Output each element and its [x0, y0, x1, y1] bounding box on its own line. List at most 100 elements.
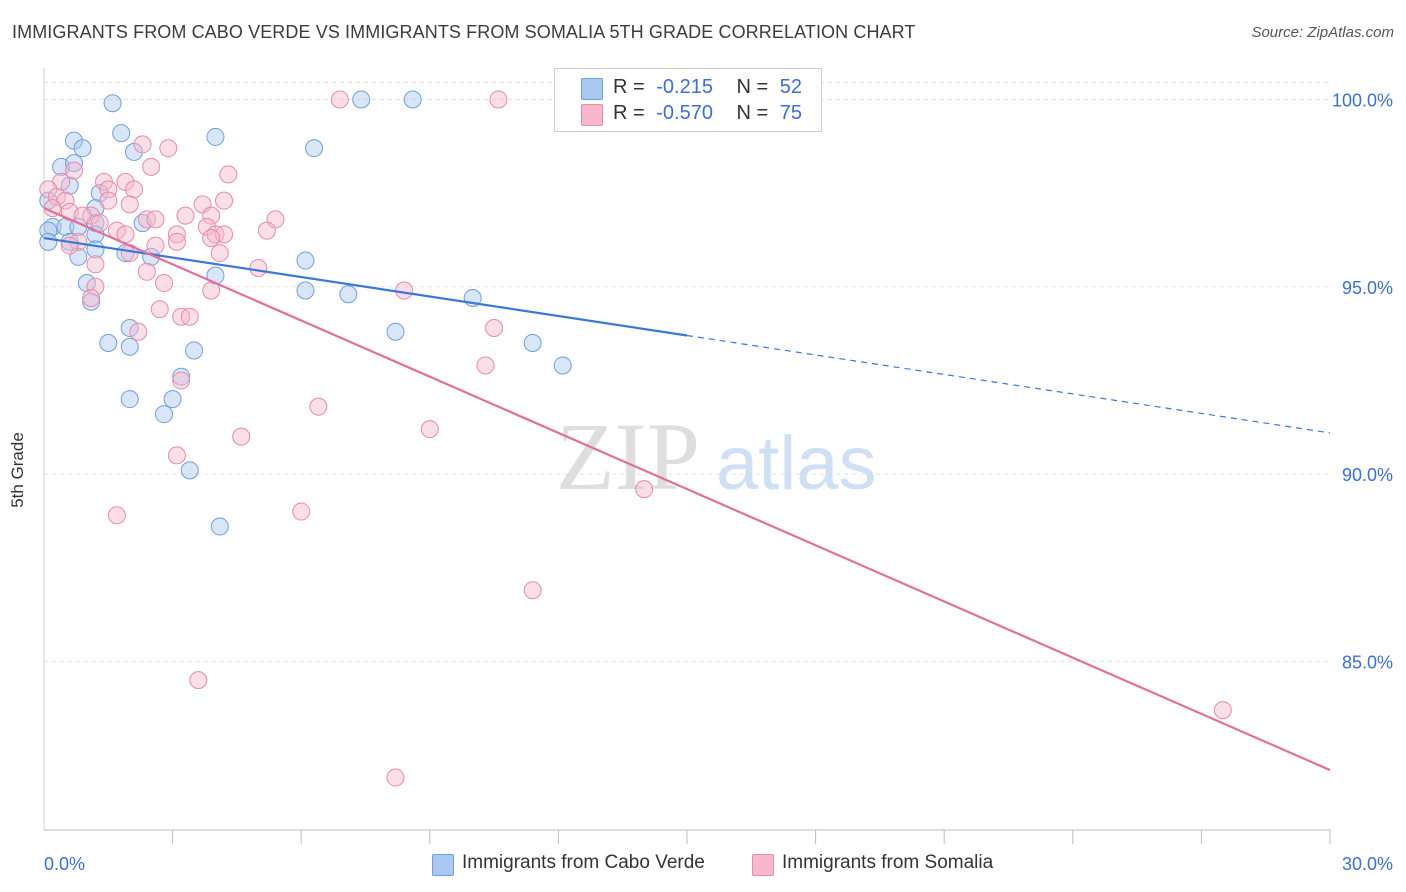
cabo-verde-point: [210, 517, 229, 536]
somalia-point: [202, 229, 221, 248]
somalia-point: [386, 768, 405, 787]
somalia-point: [180, 307, 199, 326]
somalia-point: [489, 90, 508, 109]
y-tick-label: 85.0%: [1342, 652, 1393, 672]
somalia-point: [120, 195, 139, 214]
somalia-point: [167, 232, 186, 251]
cabo-verde-point: [65, 154, 84, 173]
somalia-point: [129, 322, 148, 341]
somalia-point: [189, 671, 208, 690]
somalia-point: [476, 356, 495, 375]
y-tick-label: 100.0%: [1332, 90, 1393, 110]
cabo-verde-point: [86, 240, 105, 259]
bottom-legend-label-cabo-verde: Immigrants from Cabo Verde: [462, 852, 705, 873]
cabo-verde-point: [206, 127, 225, 146]
somalia-point: [167, 446, 186, 465]
cabo-verde-point: [352, 90, 371, 109]
cabo-verde-point: [103, 94, 122, 113]
somalia-point: [60, 236, 79, 255]
legend-swatch-cabo-verde: [581, 78, 603, 100]
cabo-verde-point: [296, 251, 315, 270]
somalia-point: [176, 206, 195, 225]
x-tick-label: 30.0%: [1342, 854, 1393, 874]
legend-n-value: 75: [779, 102, 803, 124]
cabo-verde-point: [553, 356, 572, 375]
cabo-verde-point: [77, 274, 96, 293]
somalia-point: [167, 225, 186, 244]
stats-legend: R = -0.215 N = 52 R = -0.570 N = 75: [554, 68, 822, 132]
somalia-point: [86, 255, 105, 274]
cabo-verde-point: [60, 176, 79, 195]
somalia-point: [330, 90, 349, 109]
somalia-point: [1213, 701, 1232, 720]
y-tick-label: 95.0%: [1342, 278, 1393, 298]
legend-n-label: N =: [736, 102, 769, 124]
legend-n-label: N =: [736, 76, 769, 98]
cabo-verde-point: [82, 292, 101, 311]
somalia-point: [150, 300, 169, 319]
chart-title: IMMIGRANTS FROM CABO VERDE VS IMMIGRANTS…: [12, 22, 916, 42]
cabo-verde-point: [99, 333, 118, 352]
legend-stats-cabo-verde: R = -0.215 N = 52: [613, 76, 802, 99]
somalia-point: [159, 139, 178, 158]
legend-stats-somalia: R = -0.570 N = 75: [613, 102, 802, 125]
watermark: ZIP atlas: [556, 403, 877, 510]
cabo-verde-point: [112, 124, 131, 143]
somalia-point: [107, 506, 126, 525]
somalia-point: [210, 244, 229, 263]
cabo-verde-point: [120, 390, 139, 409]
somalia-point: [292, 502, 311, 521]
cabo-verde-point: [155, 405, 174, 424]
somalia-point: [86, 277, 105, 296]
cabo-verde-point: [120, 318, 139, 337]
cabo-verde-point: [73, 139, 92, 158]
grid-lines: [44, 81, 1330, 662]
source-credit: Source: ZipAtlas.com: [1251, 24, 1394, 41]
series-somalia-points: [39, 90, 1232, 787]
somalia-point: [99, 191, 118, 210]
somalia-point: [249, 259, 268, 278]
cabo-verde-point: [386, 322, 405, 341]
somalia-point: [395, 281, 414, 300]
somalia-point: [257, 221, 276, 240]
somalia-point: [146, 236, 165, 255]
somalia-point: [133, 135, 152, 154]
somalia-point: [309, 397, 328, 416]
trend-line-somalia: [43, 207, 1331, 772]
legend-r-value: -0.570: [656, 102, 713, 124]
bottom-legend-swatch-somalia: [752, 854, 774, 876]
legend-n-value: 52: [779, 76, 803, 98]
cabo-verde-point: [172, 367, 191, 386]
legend-r-value: -0.215: [656, 76, 713, 98]
somalia-point: [125, 180, 144, 199]
somalia-point: [420, 420, 439, 439]
cabo-verde-point: [403, 90, 422, 109]
x-tick-label: 0.0%: [44, 854, 85, 874]
cabo-verde-point: [180, 461, 199, 480]
axes: [43, 68, 1331, 844]
cabo-verde-point: [523, 333, 542, 352]
cabo-verde-point: [163, 390, 182, 409]
trend-lines: [43, 207, 1331, 772]
somalia-point: [146, 210, 165, 229]
cabo-verde-point: [120, 337, 139, 356]
cabo-verde-point: [39, 232, 58, 251]
somalia-point: [215, 191, 234, 210]
tick-labels: 85.0% 90.0% 95.0% 100.0% 0.0% 30.0%: [44, 90, 1393, 874]
legend-r-label: R =: [613, 102, 645, 124]
cabo-verde-point: [339, 285, 358, 304]
somalia-point: [155, 274, 174, 293]
somalia-point: [202, 206, 221, 225]
somalia-point: [523, 581, 542, 600]
bottom-legend-swatch-cabo-verde: [432, 854, 454, 876]
watermark-atlas: atlas: [716, 421, 877, 506]
somalia-point: [172, 371, 191, 390]
cabo-verde-point: [296, 281, 315, 300]
bottom-legend-label-somalia: Immigrants from Somalia: [782, 852, 994, 873]
legend-r-label: R =: [613, 76, 645, 98]
cabo-verde-point: [305, 139, 324, 158]
somalia-point: [142, 157, 161, 176]
somalia-point: [232, 427, 251, 446]
y-axis-label: 5th Grade: [8, 432, 27, 508]
